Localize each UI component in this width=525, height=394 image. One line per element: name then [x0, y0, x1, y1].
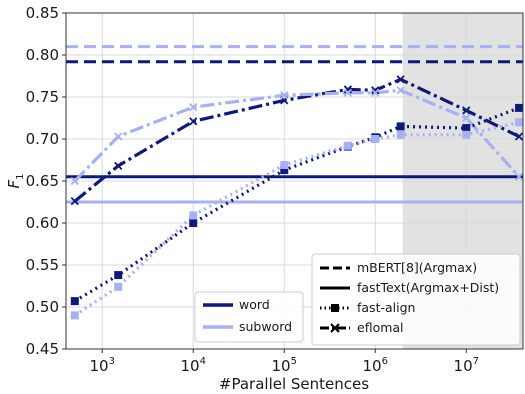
data-point-eflomal-word	[371, 86, 380, 95]
legend-eflomal-label: eflomal	[357, 320, 404, 335]
legend-fastalign-label: fast-align	[357, 300, 415, 315]
data-point-eflomal-word	[396, 75, 405, 84]
data-point-fast-align-subword	[70, 311, 79, 320]
data-point-fast-align-word	[114, 271, 123, 280]
data-point-fast-align-word	[396, 122, 405, 131]
x-tick-label: 104	[180, 356, 205, 375]
y-axis-title: F1	[5, 173, 26, 188]
y-tick-label: 0.45	[26, 340, 59, 358]
data-point-fast-align-subword	[515, 118, 524, 127]
series-line-fast-align-word	[73, 106, 520, 303]
data-point-fast-align-subword	[396, 130, 405, 139]
x-tick-label: 105	[272, 356, 297, 375]
x-tick-label: 107	[454, 356, 479, 375]
y-axis-ticks: 0.45 0.50 0.55 0.60 0.65 0.70 0.75 0.80 0.85	[26, 4, 66, 358]
series-markers	[70, 75, 524, 320]
legend-mbert-label: mBERT[8](Argmax)	[357, 260, 477, 275]
data-point-eflomal-subword	[114, 132, 123, 141]
legend-fasttext-label: fastText(Argmax+Dist)	[357, 280, 499, 295]
legend-subword-label: subword	[239, 319, 292, 334]
y-tick-label: 0.80	[26, 46, 59, 64]
x-axis-ticks: 103 104 105 106 107	[89, 349, 479, 375]
y-tick-label: 0.60	[26, 214, 59, 232]
y-axis-title-main: F	[5, 180, 23, 189]
data-point-eflomal-subword	[280, 91, 289, 100]
data-point-fast-align-subword	[462, 130, 471, 139]
data-point-fast-align-word	[70, 297, 79, 306]
y-tick-label: 0.70	[26, 130, 59, 148]
data-point-fast-align-word	[280, 166, 289, 175]
data-point-eflomal-subword	[396, 86, 405, 95]
svg-text:F1: F1	[5, 173, 26, 188]
x-tick-label: 106	[363, 356, 388, 375]
data-point-eflomal-word	[70, 197, 79, 206]
legend-eflomal-marker	[330, 323, 340, 333]
y-tick-label: 0.50	[26, 298, 59, 316]
reference-lines	[66, 45, 523, 204]
grid	[66, 13, 523, 349]
x-tick-label: 103	[89, 356, 114, 375]
data-point-eflomal-word	[189, 117, 198, 126]
data-point-eflomal-word	[462, 106, 471, 115]
data-point-eflomal-subword	[189, 102, 198, 112]
data-point-eflomal-word	[343, 85, 352, 94]
y-axis-title-subscript: 1	[15, 173, 26, 179]
data-point-eflomal-subword	[343, 88, 352, 97]
data-point-fast-align-subword	[189, 211, 198, 220]
x-axis-title: #Parallel Sentences	[219, 375, 369, 393]
data-point-fast-align-subword	[371, 135, 380, 143]
y-tick-label: 0.65	[26, 172, 59, 190]
legend-method-box	[311, 253, 521, 346]
data-point-fast-align-word	[462, 124, 471, 133]
data-point-eflomal-word	[514, 132, 524, 141]
y-tick-label: 0.55	[26, 256, 59, 274]
data-point-fast-align-word	[189, 219, 198, 227]
data-point-fast-align-subword	[343, 141, 352, 150]
y-tick-label: 0.85	[26, 4, 59, 22]
data-point-eflomal-subword	[462, 113, 471, 123]
data-point-fast-align-subword	[280, 161, 289, 170]
y-tick-label: 0.75	[26, 88, 59, 106]
data-point-eflomal-subword	[70, 176, 79, 186]
legend-method: mBERT[8](Argmax) fastText(Argmax+Dist) f…	[311, 253, 521, 346]
data-point-fast-align-word	[515, 103, 524, 112]
data-point-fast-align-subword	[114, 282, 123, 291]
legend-word-label: word	[239, 297, 270, 312]
legend-fastalign-marker	[331, 304, 339, 312]
data-point-eflomal-subword	[371, 88, 380, 97]
data-point-eflomal-word	[114, 161, 123, 171]
legend-granularity: word subword	[194, 291, 304, 343]
data-point-eflomal-subword	[514, 172, 524, 181]
